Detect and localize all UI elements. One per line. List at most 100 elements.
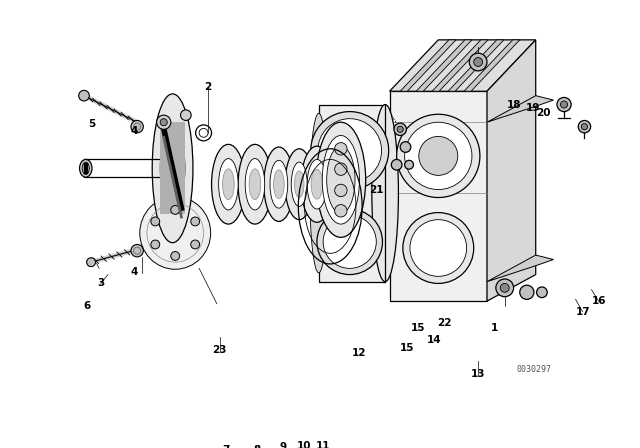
Circle shape xyxy=(160,119,167,126)
Polygon shape xyxy=(448,40,504,91)
Circle shape xyxy=(335,184,347,197)
Circle shape xyxy=(79,90,90,101)
Polygon shape xyxy=(390,40,536,91)
Text: 13: 13 xyxy=(471,369,485,379)
Ellipse shape xyxy=(212,144,245,224)
Ellipse shape xyxy=(310,113,328,273)
Bar xyxy=(160,122,185,214)
Text: 14: 14 xyxy=(426,335,441,345)
Polygon shape xyxy=(487,255,554,282)
Polygon shape xyxy=(416,40,472,91)
Ellipse shape xyxy=(410,220,467,276)
Ellipse shape xyxy=(311,112,388,190)
Ellipse shape xyxy=(238,144,272,224)
Text: 9: 9 xyxy=(280,442,287,448)
Polygon shape xyxy=(464,40,520,91)
Circle shape xyxy=(151,217,160,226)
Circle shape xyxy=(397,126,403,133)
Text: 2: 2 xyxy=(204,82,212,92)
Circle shape xyxy=(335,205,347,217)
Ellipse shape xyxy=(403,212,474,284)
Ellipse shape xyxy=(318,119,381,182)
Ellipse shape xyxy=(419,136,458,175)
Circle shape xyxy=(335,142,347,155)
Polygon shape xyxy=(487,40,536,301)
Ellipse shape xyxy=(323,215,376,268)
Circle shape xyxy=(581,124,588,130)
Text: 16: 16 xyxy=(591,296,606,306)
Text: 20: 20 xyxy=(536,108,551,118)
Circle shape xyxy=(131,245,143,257)
Circle shape xyxy=(131,121,143,133)
Ellipse shape xyxy=(264,147,294,221)
Text: 15: 15 xyxy=(400,343,415,353)
Ellipse shape xyxy=(311,169,323,199)
Circle shape xyxy=(469,53,487,71)
Circle shape xyxy=(171,251,180,260)
Circle shape xyxy=(180,110,191,121)
Circle shape xyxy=(474,58,483,66)
Circle shape xyxy=(557,97,571,112)
Polygon shape xyxy=(487,96,554,122)
Text: 23: 23 xyxy=(212,345,227,355)
Ellipse shape xyxy=(291,162,307,207)
Ellipse shape xyxy=(245,159,265,210)
Ellipse shape xyxy=(140,197,211,269)
Ellipse shape xyxy=(249,169,260,200)
Circle shape xyxy=(151,240,160,249)
Text: 15: 15 xyxy=(411,323,425,333)
Ellipse shape xyxy=(316,122,365,237)
Circle shape xyxy=(400,142,411,152)
Text: 22: 22 xyxy=(437,318,452,328)
Ellipse shape xyxy=(152,94,193,243)
Text: 8: 8 xyxy=(253,445,260,448)
Circle shape xyxy=(171,206,180,214)
Text: 6: 6 xyxy=(83,301,90,310)
Ellipse shape xyxy=(301,146,333,222)
Circle shape xyxy=(391,159,402,170)
Text: 11: 11 xyxy=(316,440,330,448)
Circle shape xyxy=(578,121,591,133)
Text: 1: 1 xyxy=(490,323,498,333)
Ellipse shape xyxy=(397,114,480,198)
Ellipse shape xyxy=(223,169,234,200)
Text: 4: 4 xyxy=(131,126,138,136)
Ellipse shape xyxy=(160,124,185,212)
Circle shape xyxy=(191,240,200,249)
Circle shape xyxy=(191,217,200,226)
Polygon shape xyxy=(432,40,488,91)
Circle shape xyxy=(520,285,534,299)
Ellipse shape xyxy=(326,146,355,213)
Ellipse shape xyxy=(273,170,284,198)
Circle shape xyxy=(404,160,413,169)
Ellipse shape xyxy=(404,122,472,190)
Text: 19: 19 xyxy=(526,103,540,113)
Text: 7: 7 xyxy=(222,445,229,448)
Text: 3: 3 xyxy=(97,278,104,289)
Ellipse shape xyxy=(82,162,90,174)
Bar xyxy=(319,104,385,282)
Circle shape xyxy=(536,287,547,297)
Bar xyxy=(390,91,487,301)
Text: 17: 17 xyxy=(575,307,590,317)
Circle shape xyxy=(496,279,513,297)
Ellipse shape xyxy=(323,135,360,224)
Circle shape xyxy=(561,101,568,108)
Ellipse shape xyxy=(372,104,399,282)
Text: 5: 5 xyxy=(88,119,95,129)
Circle shape xyxy=(500,284,509,292)
Ellipse shape xyxy=(79,159,92,177)
Polygon shape xyxy=(400,40,456,91)
Text: 0030297: 0030297 xyxy=(516,365,552,374)
Text: 18: 18 xyxy=(506,99,521,109)
Text: 21: 21 xyxy=(369,185,383,195)
Ellipse shape xyxy=(219,159,238,210)
Ellipse shape xyxy=(294,171,304,198)
Ellipse shape xyxy=(307,159,326,209)
Ellipse shape xyxy=(270,160,288,208)
Text: 10: 10 xyxy=(296,441,311,448)
Circle shape xyxy=(335,163,347,175)
Circle shape xyxy=(86,258,95,267)
Circle shape xyxy=(394,123,406,135)
Ellipse shape xyxy=(317,209,383,275)
